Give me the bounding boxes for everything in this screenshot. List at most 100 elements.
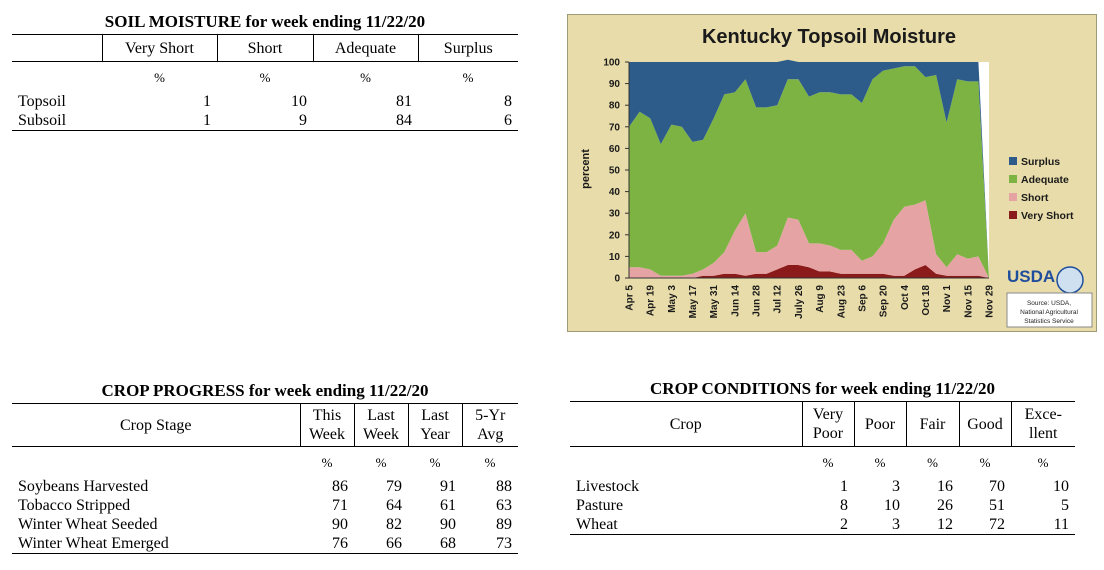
progress-cell: 88 [496, 478, 512, 495]
y-tick-label: 0 [614, 274, 620, 285]
progress-cell: 61 [440, 497, 456, 514]
progress-row-label: Winter Wheat Seeded [18, 516, 158, 533]
soil-cell: 8 [504, 93, 512, 110]
progress-unit: % [484, 454, 496, 470]
progress-row-soybeans: Soybeans Harvested 86 79 91 88 [12, 477, 518, 496]
conditions-unit: % [979, 454, 991, 470]
crop-conditions-title: CROP CONDITIONS for week ending 11/22/20 [650, 379, 995, 398]
x-tick-label: Jun 28 [752, 285, 763, 317]
conditions-header-row: Crop Very Poor Poor Fair Good Exce-llent [570, 401, 1075, 447]
x-tick-label: Oct 4 [900, 285, 911, 310]
conditions-cell: 2 [802, 515, 854, 535]
col-head-line: This [312, 407, 342, 424]
x-tick-label: Nov 15 [963, 285, 974, 318]
progress-row-wheat-emerged: Winter Wheat Emerged 76 66 68 73 [12, 534, 518, 554]
conditions-unit: % [874, 454, 886, 470]
progress-cell: 82 [386, 516, 402, 533]
progress-cell: 90 [440, 516, 456, 533]
usda-logo-text: USDA [1007, 267, 1055, 286]
col-head-line: Week [308, 426, 346, 443]
progress-row-wheat-seeded: Winter Wheat Seeded 90 82 90 89 [12, 515, 518, 534]
progress-unit: % [429, 454, 441, 470]
x-tick-label: May 31 [709, 285, 720, 319]
legend-swatch [1009, 175, 1017, 183]
crop-conditions-table: Crop Very Poor Poor Fair Good Exce-llent … [570, 401, 1075, 535]
conditions-col-excellent: Exce-llent [1010, 401, 1075, 447]
area-series-short [629, 200, 989, 278]
conditions-row-label: Livestock [576, 478, 640, 495]
conditions-row-wheat: Wheat 2 3 12 72 11 [570, 515, 1075, 535]
col-head-line: Last [367, 407, 395, 424]
progress-row-label: Tobacco Stripped [18, 497, 131, 514]
progress-cell: 90 [332, 516, 348, 533]
conditions-col-good: Good [958, 401, 1011, 447]
progress-cell: 66 [354, 534, 408, 554]
col-head-line: Week [362, 426, 400, 443]
y-tick-label: 30 [609, 209, 621, 220]
col-head-line: Avg [477, 426, 504, 443]
progress-cell: 89 [496, 516, 512, 533]
plot-area [629, 59, 989, 278]
col-head-line: Poor [812, 425, 844, 442]
legend-label: Adequate [1021, 174, 1069, 186]
usda-logo: USDA [1007, 266, 1084, 294]
conditions-cell: 3 [854, 515, 906, 535]
progress-unit: % [375, 454, 387, 470]
y-tick-label: 80 [609, 101, 621, 112]
conditions-cell: 72 [959, 515, 1011, 535]
x-tick-label: July 26 [794, 285, 805, 319]
progress-cell: 71 [332, 497, 348, 514]
conditions-cell: 11 [1011, 515, 1075, 535]
conditions-cell: 8 [840, 497, 848, 514]
progress-header-stage: Crop Stage [12, 403, 300, 447]
conditions-cell: 51 [989, 497, 1005, 514]
progress-cell: 79 [386, 478, 402, 495]
conditions-cell: 1 [840, 478, 848, 495]
x-tick-label: May 3 [667, 285, 678, 313]
conditions-cell: 12 [906, 515, 959, 535]
crop-conditions-panel: CROP CONDITIONS for week ending 11/22/20… [570, 379, 1075, 535]
x-tick-label: Apr 5 [625, 285, 636, 311]
progress-cell: 91 [440, 478, 456, 495]
soil-col-surplus: Surplus [417, 34, 518, 62]
x-tick-label: Jul 12 [773, 285, 784, 314]
progress-col-this-week: This Week [299, 403, 354, 447]
source-line: National Agricultural [1020, 309, 1078, 316]
legend-swatch [1009, 157, 1017, 165]
soil-moisture-panel: SOIL MOISTURE for week ending 11/22/20 V… [12, 12, 518, 131]
soil-cell: 84 [313, 111, 418, 131]
soil-header-row: Very Short Short Adequate Surplus [12, 34, 518, 62]
progress-header-row: Crop Stage This Week Last Week Last Year 5-… [12, 403, 518, 447]
soil-header-blank [12, 34, 102, 62]
conditions-header-crop: Crop [570, 401, 802, 447]
conditions-row-label: Pasture [576, 497, 624, 514]
usda-seal-icon [1056, 266, 1084, 294]
soil-units-row: % % % % [12, 62, 518, 93]
x-tick-label: Oct 18 [921, 285, 932, 316]
progress-unit: % [321, 454, 333, 470]
conditions-cell: 16 [937, 478, 953, 495]
conditions-cell: 10 [1053, 478, 1069, 495]
y-tick-label: 40 [609, 187, 621, 198]
conditions-unit: % [927, 454, 938, 470]
soil-col-short: Short [216, 34, 313, 62]
area-series-surplus [629, 59, 989, 278]
crop-progress-title: CROP PROGRESS for week ending 11/22/20 [101, 381, 429, 400]
col-head-line: Last [421, 407, 449, 424]
conditions-units-row: % % % % % [570, 447, 1075, 478]
soil-cell: 81 [396, 93, 412, 110]
conditions-row-livestock: Livestock 1 3 16 70 10 [570, 477, 1075, 496]
soil-row-label: Subsoil [12, 111, 102, 131]
col-head-line: Exce- [1024, 406, 1062, 423]
crop-progress-table: Crop Stage This Week Last Week Last Year 5-… [12, 403, 518, 554]
soil-cell: 1 [102, 111, 217, 131]
conditions-col-very-poor: Very Poor [801, 401, 854, 447]
topsoil-moisture-chart: Kentucky Topsoil Moisture percent 100 90 8… [567, 14, 1097, 332]
y-tick-label: 90 [609, 79, 621, 90]
chart-legend: Surplus Adequate Short Very Short [1009, 156, 1074, 222]
x-tick-label: May 17 [688, 285, 699, 319]
x-tick-label: Aug 23 [836, 285, 847, 319]
chart-y-axis-label: percent [580, 149, 592, 189]
x-tick-label: Jun 14 [730, 285, 741, 317]
